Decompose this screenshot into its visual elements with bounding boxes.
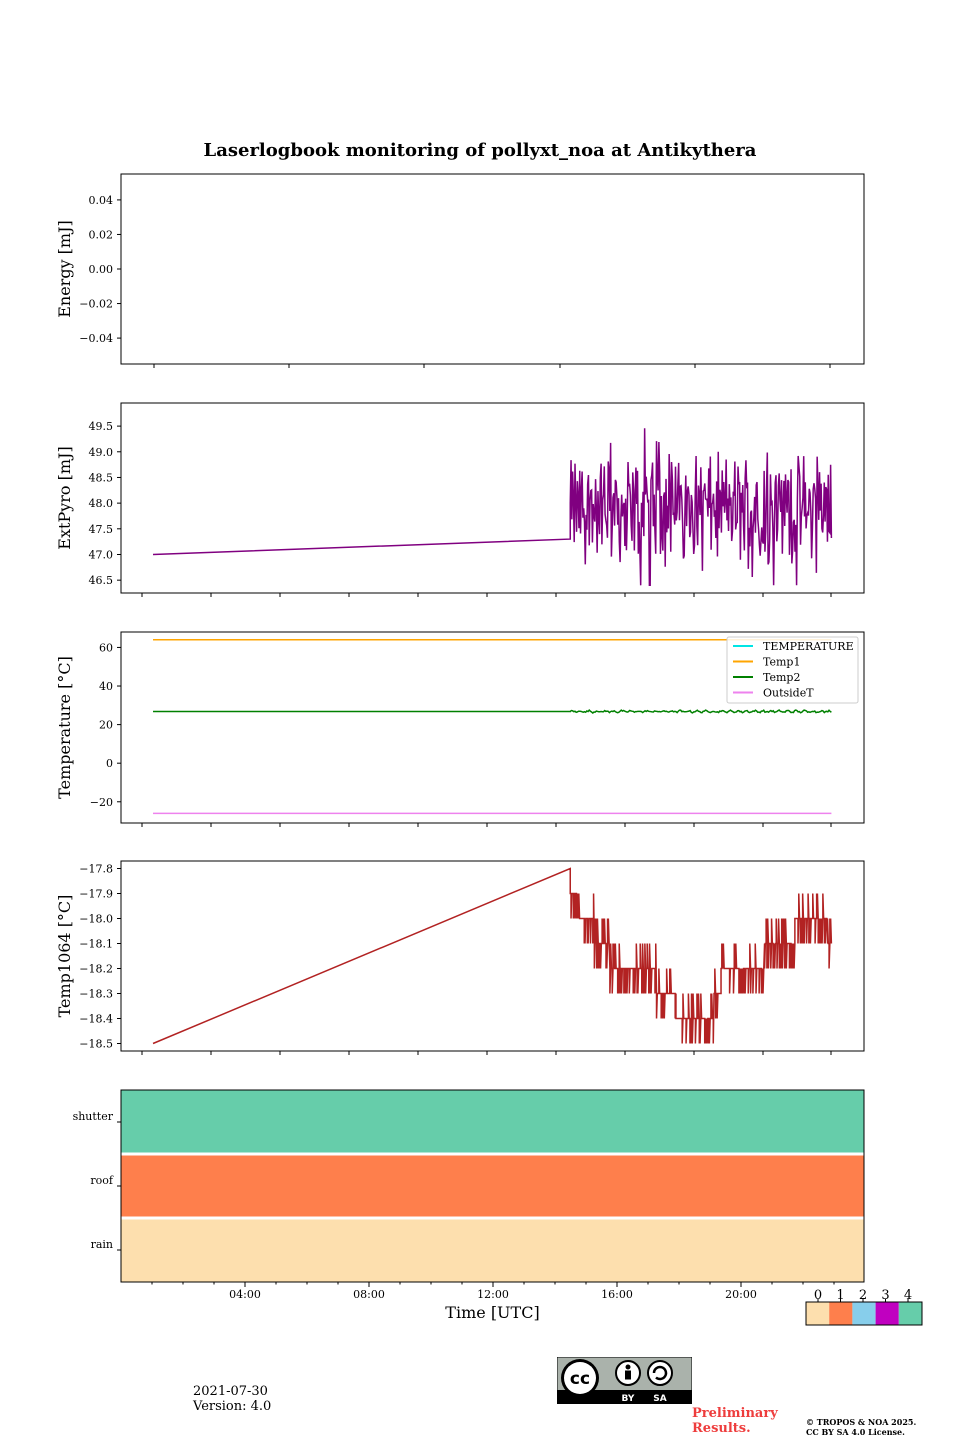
temp1064-ytick-label: −18.5 (79, 1038, 113, 1051)
status-xtick-label: 04:00 (229, 1288, 261, 1301)
colorbar-segment-4 (898, 1302, 922, 1325)
status-row-label-rain: rain (91, 1238, 113, 1251)
colorbar-label-4: 4 (904, 1288, 912, 1303)
status-row-rain (121, 1218, 864, 1282)
temp1064-ytick-label: −18.2 (79, 963, 113, 976)
colorbar-frame (805, 1301, 923, 1326)
temperature-ytick-label: −20 (90, 796, 113, 809)
legend-label-temp1: Temp1 (763, 656, 800, 669)
preliminary-line-2: Results. (692, 1421, 751, 1436)
status-xlabel: Time [UTC] (445, 1303, 539, 1322)
legend-label-temperature: TEMPERATURE (763, 640, 854, 653)
extpyro-series-line (152, 428, 833, 587)
energy-ytick-label: 0.00 (89, 263, 114, 276)
extpyro-ylabel: ExtPyro [mJ] (55, 446, 74, 549)
figure-title: Laserlogbook monitoring of pollyxt_noa a… (203, 140, 757, 161)
colorbar-label-2: 2 (859, 1288, 867, 1303)
energy-ytick-label: −0.04 (79, 332, 113, 345)
extpyro-ytick-label: 48.0 (89, 497, 114, 510)
colorbar-label-0: 0 (814, 1288, 822, 1303)
extpyro-ytick-label: 49.5 (89, 420, 114, 433)
copyright-line-1: © TROPOS & NOA 2025. (806, 1417, 917, 1427)
extpyro-ytick-label: 47.0 (89, 548, 114, 561)
temperature-panel-frame (120, 631, 865, 824)
svg-text:cc: cc (570, 1369, 590, 1389)
temp1064-ytick-label: −18.1 (79, 938, 113, 951)
colorbar-segment-2 (852, 1302, 876, 1325)
copyright-notice: © TROPOS & NOA 2025. CC BY SA 4.0 Licens… (806, 1417, 916, 1437)
temp1064-ytick-label: −17.9 (79, 888, 113, 901)
extpyro-panel-frame (120, 402, 865, 594)
cc-by-sa-icon: cc BY SA (556, 1356, 693, 1405)
status-row-roof (121, 1154, 864, 1218)
colorbar-segment-0 (806, 1302, 830, 1325)
temp1064-ytick-label: −17.8 (79, 863, 113, 876)
temp1064-series-line (152, 867, 833, 1045)
energy-ylabel: Energy [mJ] (55, 220, 74, 318)
footer-version: Version: 4.0 (193, 1399, 272, 1414)
preliminary-notice: Preliminary Results. (692, 1406, 778, 1436)
extpyro-ytick-label: 46.5 (89, 574, 114, 587)
energy-ytick-label: −0.02 (79, 298, 113, 311)
temperature-series-temp2 (153, 708, 832, 714)
temp1064-panel-frame (120, 860, 865, 1052)
temperature-ytick-label: 40 (99, 680, 113, 693)
energy-ytick-label: 0.04 (89, 194, 114, 207)
cc-label-by: BY (622, 1394, 635, 1404)
extpyro-ytick-label: 47.5 (89, 523, 114, 536)
colorbar-segment-1 (829, 1302, 853, 1325)
extpyro-ytick-label: 48.5 (89, 471, 114, 484)
energy-panel-frame (120, 173, 865, 365)
status-xtick-label: 16:00 (601, 1288, 633, 1301)
temperature-ytick-label: 60 (99, 641, 113, 654)
colorbar-label-1: 1 (836, 1288, 844, 1303)
legend-label-temp2: Temp2 (763, 671, 800, 684)
temp1064-ytick-label: −18.3 (79, 988, 113, 1001)
colorbar-label-3: 3 (881, 1288, 889, 1303)
temperature-ytick-label: 0 (106, 757, 113, 770)
status-row-label-roof: roof (90, 1174, 114, 1187)
status-xtick-label: 20:00 (725, 1288, 757, 1301)
preliminary-line-1: Preliminary (692, 1406, 778, 1421)
status-xtick-label: 12:00 (477, 1288, 509, 1301)
extpyro-ytick-label: 49.0 (89, 446, 114, 459)
colorbar-segment-3 (875, 1302, 899, 1325)
temperature-ytick-label: 20 (99, 719, 113, 732)
status-row-shutter (121, 1090, 864, 1154)
copyright-line-2: CC BY SA 4.0 License. (806, 1427, 905, 1437)
temp1064-ytick-label: −18.0 (79, 913, 113, 926)
footer-info: 2021-07-30 Version: 4.0 (193, 1384, 271, 1414)
status-xtick-label: 08:00 (353, 1288, 385, 1301)
footer-date: 2021-07-30 (193, 1384, 268, 1399)
energy-ytick-label: 0.02 (89, 228, 114, 241)
temp1064-ytick-label: −18.4 (79, 1013, 113, 1026)
cc-label-sa: SA (653, 1394, 666, 1404)
temp1064-ylabel: Temp1064 [°C] (55, 895, 74, 1018)
temperature-ylabel: Temperature [°C] (55, 656, 74, 799)
legend-label-outsidet: OutsideT (763, 687, 814, 700)
status-row-label-shutter: shutter (73, 1110, 114, 1123)
temperature-legend-box (726, 636, 859, 704)
